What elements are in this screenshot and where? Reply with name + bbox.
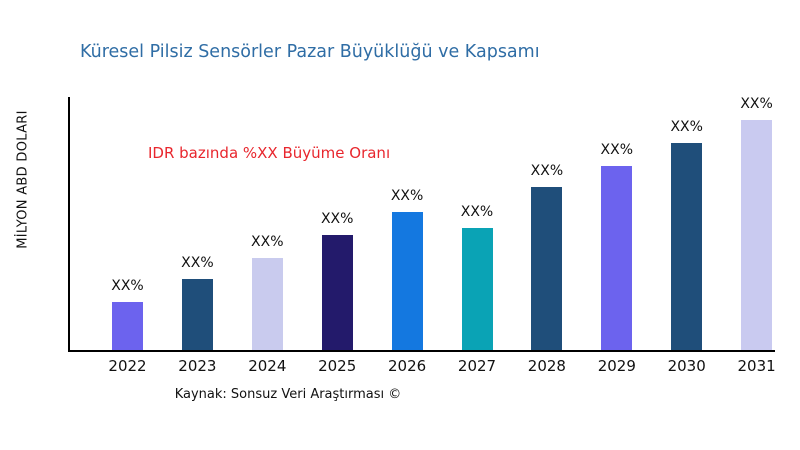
bar-2026	[391, 212, 423, 350]
bar-2024	[251, 258, 283, 350]
bar-2028	[531, 186, 563, 350]
bar-value-label-2026: XX%	[390, 188, 424, 204]
bar-value-label-2025: XX%	[320, 211, 354, 227]
bar-2025	[321, 235, 353, 350]
chart-title: Küresel Pilsiz Sensörler Pazar Büyüklüğü…	[80, 42, 540, 62]
bar-value-label-2029: XX%	[600, 142, 634, 158]
plot-area: XX% 2022 XX% 2023 XX% 2024 XX% 2025 XX% 2026 XX% 20…	[68, 96, 776, 375]
bar-value-label-2022: XX%	[111, 277, 144, 294]
bar-value-label-2023: XX%	[181, 254, 214, 271]
x-tick-2030: 2030	[667, 357, 706, 375]
bar-value-label-2024: XX%	[251, 234, 284, 250]
bar-value-label-2030: XX%	[670, 119, 703, 135]
bar-2022	[112, 301, 143, 350]
x-tick-2023: 2023	[178, 357, 217, 375]
x-tick-2028: 2028	[527, 357, 566, 375]
x-tick-2024: 2024	[248, 357, 287, 375]
source-caption: Kaynak: Sonsuz Veri Araştırması ©	[174, 387, 402, 402]
x-tick-2025: 2025	[318, 357, 357, 375]
growth-rate-annotation: IDR bazında %XX Büyüme Oranı	[148, 144, 391, 162]
bar-2023	[181, 278, 213, 350]
x-tick-2027: 2027	[457, 357, 497, 375]
bar-value-label-2031: XX%	[740, 96, 773, 112]
bar-2027	[461, 228, 493, 350]
bar-2029	[601, 166, 633, 350]
x-tick-2029: 2029	[597, 357, 636, 375]
x-tick-2022: 2022	[108, 357, 147, 375]
bar-2030	[671, 143, 703, 350]
bar-value-label-2027: XX%	[460, 204, 494, 221]
y-axis-label: MİLYON ABD DOLARI	[15, 110, 31, 249]
bar-2031	[741, 120, 773, 350]
x-tick-2026: 2026	[388, 357, 427, 375]
x-tick-2031: 2031	[737, 357, 776, 375]
bar-value-label-2028: XX%	[530, 162, 564, 179]
